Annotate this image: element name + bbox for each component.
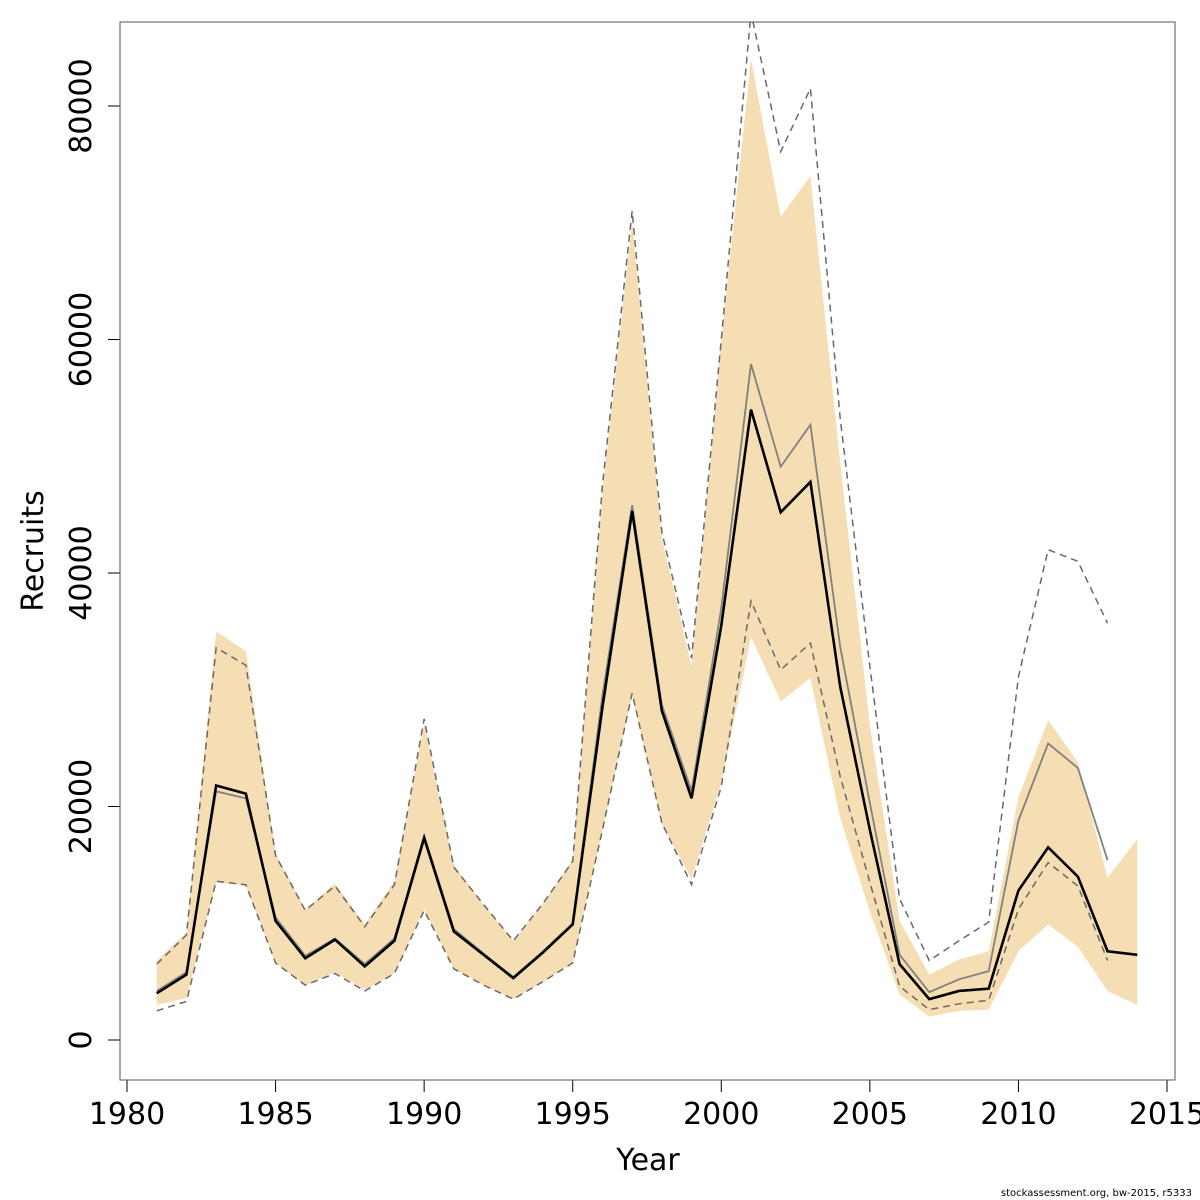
x-tick-label: 2000 bbox=[683, 1097, 759, 1132]
y-tick-label: 40000 bbox=[64, 525, 99, 620]
y-tick-label: 0 bbox=[64, 1030, 99, 1049]
series-line-previous bbox=[156, 363, 1109, 994]
y-tick-label: 20000 bbox=[64, 759, 99, 854]
x-tick-label: 1985 bbox=[237, 1097, 313, 1132]
x-tick-label: 1990 bbox=[386, 1097, 462, 1132]
x-axis-title: Year bbox=[615, 1143, 680, 1178]
axes: 1980 1985 1990 1995 2000 2005 2010 2015 0 20000 40… bbox=[64, 58, 1200, 1132]
x-tick-label: 2010 bbox=[980, 1097, 1056, 1132]
series-line-previous-upper-ci bbox=[156, 22, 1109, 965]
plot-area bbox=[156, 22, 1138, 1017]
x-tick-label: 1995 bbox=[535, 1097, 611, 1132]
series-line-previous-lower-ci bbox=[156, 598, 1109, 1012]
confidence-band bbox=[156, 59, 1138, 1017]
y-tick-label: 60000 bbox=[64, 292, 99, 387]
x-tick-label: 1980 bbox=[89, 1097, 165, 1132]
x-tick-label: 2005 bbox=[832, 1097, 908, 1132]
plot-frame bbox=[119, 21, 1176, 1081]
y-axis-title: Recruits bbox=[16, 490, 51, 612]
source-caption: stockassessment.org, bw-2015, r5333 bbox=[1001, 1188, 1192, 1199]
series-line-current bbox=[156, 409, 1138, 1001]
y-tick-label: 80000 bbox=[64, 58, 99, 153]
x-tick-label: 2015 bbox=[1129, 1097, 1200, 1132]
series-group bbox=[156, 22, 1138, 1017]
